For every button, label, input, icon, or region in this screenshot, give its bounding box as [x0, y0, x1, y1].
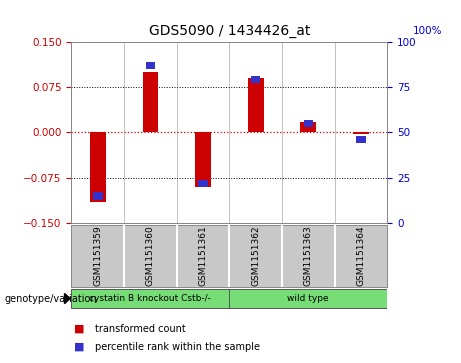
Bar: [248, 78, 264, 132]
Bar: [90, 132, 106, 202]
Text: transformed count: transformed count: [95, 323, 185, 334]
Text: 100%: 100%: [413, 26, 442, 36]
Bar: [195, 132, 211, 187]
Text: GSM1151362: GSM1151362: [251, 225, 260, 286]
Text: percentile rank within the sample: percentile rank within the sample: [95, 342, 260, 352]
Bar: [146, 62, 155, 69]
Bar: [356, 136, 366, 143]
FancyBboxPatch shape: [229, 289, 387, 308]
Text: cystatin B knockout Cstb-/-: cystatin B knockout Cstb-/-: [89, 294, 211, 303]
FancyBboxPatch shape: [71, 289, 229, 308]
Bar: [142, 72, 158, 132]
Text: ■: ■: [74, 342, 84, 352]
Bar: [251, 76, 260, 83]
Bar: [198, 180, 208, 187]
Text: GSM1151361: GSM1151361: [199, 225, 207, 286]
Text: wild type: wild type: [288, 294, 329, 303]
Bar: [353, 132, 369, 134]
Text: GSM1151363: GSM1151363: [304, 225, 313, 286]
Text: GSM1151360: GSM1151360: [146, 225, 155, 286]
Text: genotype/variation: genotype/variation: [5, 294, 97, 303]
Bar: [93, 192, 102, 200]
Bar: [303, 120, 313, 127]
Title: GDS5090 / 1434426_at: GDS5090 / 1434426_at: [148, 24, 310, 38]
Text: GSM1151364: GSM1151364: [356, 225, 366, 286]
Text: ■: ■: [74, 323, 84, 334]
Text: GSM1151359: GSM1151359: [93, 225, 102, 286]
Bar: [301, 122, 316, 132]
